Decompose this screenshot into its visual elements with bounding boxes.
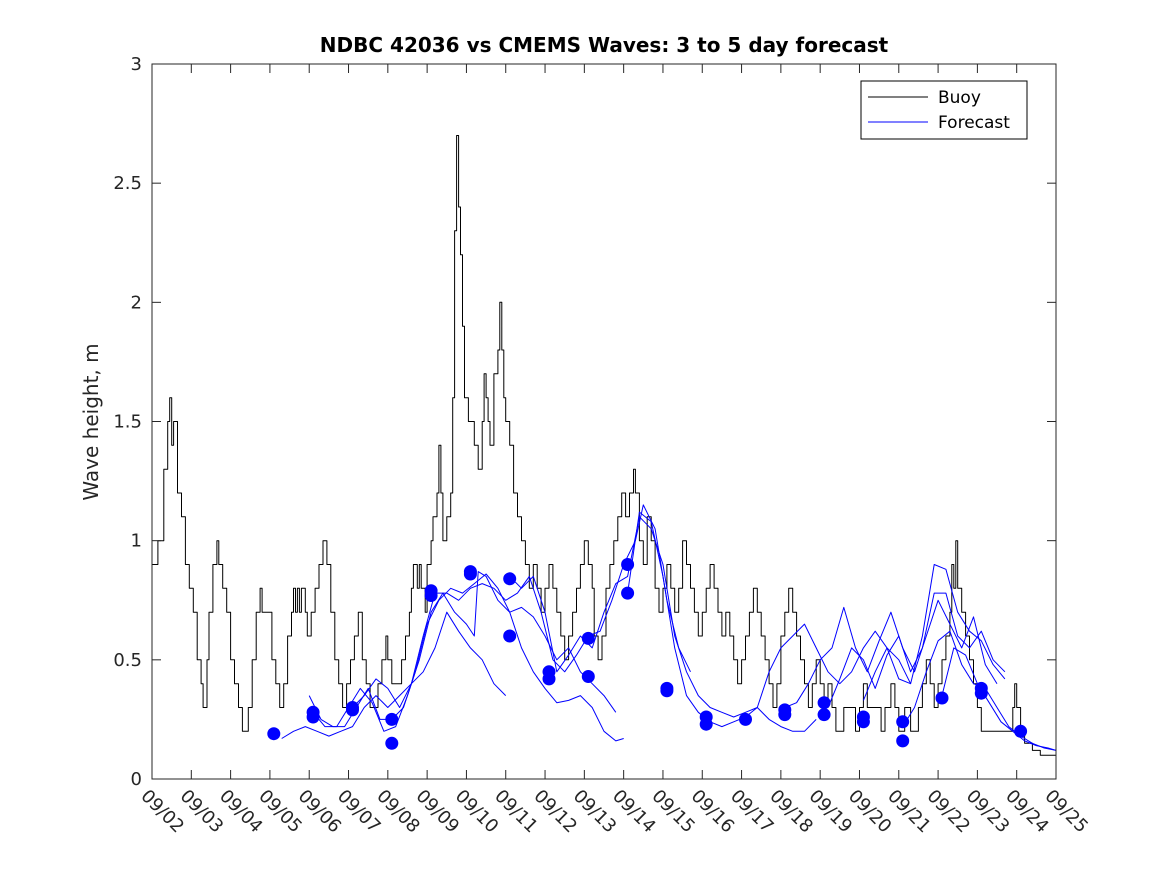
- forecast-marker-27: [817, 696, 831, 710]
- forecast-marker-30: [896, 715, 910, 729]
- chart-title: NDBC 42036 vs CMEMS Waves: 3 to 5 day fo…: [320, 33, 889, 57]
- forecast-series-line-9: [862, 564, 1006, 701]
- forecast-marker-2: [306, 710, 320, 724]
- forecast-marker-18: [621, 558, 635, 571]
- y-tick-label: 0.5: [113, 650, 142, 671]
- forecast-marker-15: [581, 670, 595, 683]
- forecast-series-line-6: [627, 511, 911, 728]
- forecast-marker-22: [699, 717, 713, 731]
- forecast-series-line-7: [784, 599, 998, 708]
- forecast-marker-8: [424, 584, 438, 598]
- y-tick-label: 2.5: [113, 173, 142, 194]
- plot-area: 00.511.522.5309/0209/0309/0409/0509/0609…: [113, 54, 1092, 837]
- forecast-marker-29: [856, 715, 870, 729]
- forecast-marker-20: [660, 681, 674, 695]
- forecast-marker-4: [346, 701, 359, 714]
- y-tick-label: 0: [131, 769, 142, 790]
- forecast-series-line-3: [312, 571, 617, 732]
- forecast-series-line-4: [352, 504, 691, 708]
- forecast-series-line-5: [509, 516, 817, 732]
- forecast-marker-0: [267, 727, 281, 741]
- plot-background: [152, 64, 1056, 779]
- forecast-marker-26: [817, 708, 831, 722]
- legend-label-forecast: Forecast: [938, 113, 1010, 133]
- y-tick-label: 1.5: [113, 412, 142, 433]
- forecast-marker-14: [542, 665, 556, 679]
- forecast-marker-17: [621, 586, 635, 600]
- forecast-series-line-1: [281, 611, 507, 739]
- buoy-series-line: [152, 135, 1056, 756]
- forecast-marker-12: [503, 629, 517, 643]
- forecast-marker-11: [503, 572, 517, 586]
- y-tick-label: 3: [131, 54, 142, 75]
- y-tick-label: 1: [131, 531, 142, 552]
- forecast-marker-32: [935, 691, 949, 705]
- y-tick-label: 2: [131, 292, 142, 313]
- forecast-marker-34: [974, 681, 988, 695]
- forecast-marker-25: [778, 703, 792, 717]
- forecast-marker-10: [463, 567, 477, 581]
- forecast-marker-31: [896, 734, 910, 748]
- forecast-marker-6: [385, 736, 399, 750]
- legend-label-buoy: Buoy: [938, 88, 981, 108]
- legend-box: [860, 80, 1028, 140]
- legend: Buoy Forecast: [860, 80, 1028, 140]
- forecast-marker-5: [385, 712, 399, 726]
- forecast-marker-35: [1014, 724, 1028, 738]
- forecast-series-line-11: [941, 647, 1057, 751]
- forecast-marker-23: [739, 712, 752, 726]
- y-axis-label: Wave height, m: [79, 343, 103, 500]
- forecast-marker-16: [581, 631, 595, 645]
